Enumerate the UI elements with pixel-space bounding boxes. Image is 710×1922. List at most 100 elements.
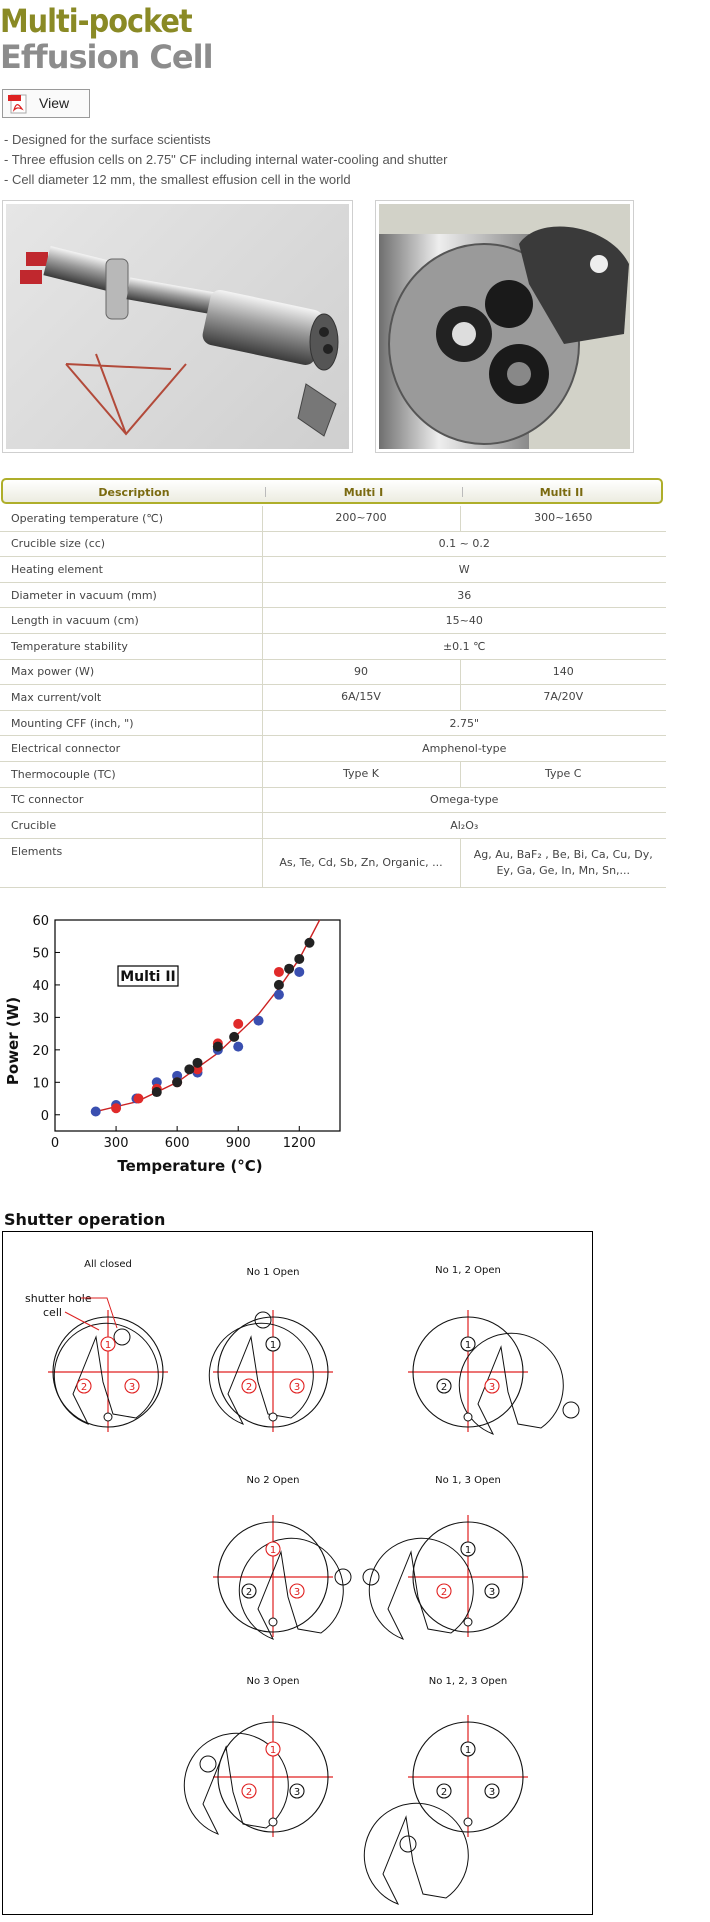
spec-value-m1: 200~700 bbox=[261, 506, 460, 532]
thermocouple-point bbox=[463, 1412, 473, 1422]
view-button-label: View bbox=[39, 95, 70, 111]
spec-description: Max current/volt bbox=[0, 684, 262, 711]
chart-plot-frame bbox=[54, 919, 341, 1132]
cell-number: 3 bbox=[489, 1787, 495, 1798]
effusion-cell-front-illustration bbox=[379, 204, 630, 449]
spec-row: Max power (W) 90 140 bbox=[0, 659, 666, 686]
data-point bbox=[273, 989, 284, 1000]
cell-circle bbox=[241, 1378, 257, 1394]
spec-description: TC connector bbox=[0, 787, 262, 814]
spec-value-m2: 140 bbox=[459, 659, 666, 686]
cell-number: 2 bbox=[246, 1787, 252, 1798]
shutter-hole bbox=[199, 1755, 217, 1773]
spec-value: Amphenol-type bbox=[261, 735, 666, 762]
y-tick-label: 20 bbox=[32, 1044, 49, 1059]
flange-circle bbox=[412, 1721, 524, 1833]
cell-circle bbox=[484, 1378, 500, 1394]
cell-circle bbox=[484, 1583, 500, 1599]
cell-number: 3 bbox=[489, 1587, 495, 1598]
spec-value: 2.75" bbox=[261, 710, 666, 737]
spec-row: Max current/volt 6A/15V 7A/20V bbox=[0, 684, 666, 711]
cell-number: 1 bbox=[465, 1340, 471, 1351]
feature-item: - Three effusion cells on 2.75" CF inclu… bbox=[4, 152, 448, 167]
spec-description: Thermocouple (TC) bbox=[0, 761, 262, 788]
shutter-hole bbox=[362, 1568, 380, 1586]
shutter-plate bbox=[183, 1732, 289, 1835]
header-multi-2: Multi II bbox=[539, 486, 584, 499]
spec-value-m2: 300~1650 bbox=[459, 506, 666, 532]
shutter-hole bbox=[113, 1328, 131, 1346]
flange-circle bbox=[52, 1316, 164, 1428]
shutter-panel: No 1, 2 Open 1 2 3 bbox=[408, 1265, 580, 1435]
cell-number: 3 bbox=[294, 1787, 300, 1798]
spec-value: Omega-type bbox=[261, 787, 666, 814]
cell-circle bbox=[265, 1741, 281, 1757]
view-pdf-button[interactable]: View bbox=[2, 89, 90, 118]
cell-circle bbox=[241, 1783, 257, 1799]
data-point bbox=[212, 1041, 223, 1052]
data-point bbox=[284, 963, 295, 974]
y-tick-label: 40 bbox=[32, 979, 49, 994]
data-point bbox=[184, 1064, 195, 1075]
data-point bbox=[133, 1093, 144, 1104]
effusion-cell-side-illustration bbox=[20, 245, 339, 437]
spec-description: Temperature stability bbox=[0, 633, 262, 660]
power-temperature-chart: 0 300 600 900 1200 0 10 20 30 40 50 60 Multi II Tem… bbox=[4, 914, 341, 1175]
data-point bbox=[253, 1015, 264, 1026]
feature-item: - Cell diameter 12 mm, the smallest effu… bbox=[4, 172, 351, 187]
cell-circle bbox=[460, 1541, 476, 1557]
shutter-hole bbox=[334, 1568, 352, 1586]
page-title-line2: Effusion Cell bbox=[0, 38, 214, 76]
spec-description: Operating temperature (℃) bbox=[0, 506, 262, 532]
spec-row: Heating element W bbox=[0, 556, 666, 583]
cell-label: cell bbox=[43, 1306, 62, 1319]
cell-circle bbox=[460, 1741, 476, 1757]
cell-circle bbox=[436, 1583, 452, 1599]
shutter-diagrams: All closed 1 2 3 No 1 Open 1 2 3 No 1, 2 Open 1 2 3… bbox=[25, 1259, 580, 1905]
data-point bbox=[151, 1087, 162, 1098]
shutter-hole bbox=[562, 1401, 580, 1419]
data-point bbox=[294, 966, 305, 977]
cell-circle bbox=[289, 1583, 305, 1599]
flange-circle bbox=[217, 1521, 329, 1633]
cell-circle bbox=[289, 1378, 305, 1394]
shutter-panel: All closed 1 2 3 bbox=[48, 1259, 168, 1432]
spec-row: Temperature stability ±0.1 ℃ bbox=[0, 633, 666, 660]
data-point bbox=[233, 1041, 244, 1052]
shutter-plate bbox=[368, 1537, 474, 1640]
chart-y-axis-label: Power (W) bbox=[4, 997, 22, 1085]
cell-circle bbox=[100, 1336, 116, 1352]
spec-row: TC connector Omega-type bbox=[0, 787, 666, 814]
feature-item: - Designed for the surface scientists bbox=[4, 132, 211, 147]
cell-circle bbox=[265, 1336, 281, 1352]
cell-circle bbox=[76, 1378, 92, 1394]
spec-description: Crucible size (cc) bbox=[0, 531, 262, 558]
shutter-panel: No 2 Open 1 2 3 bbox=[213, 1475, 352, 1640]
shutter-panel-label: No 1 Open bbox=[246, 1267, 299, 1278]
shutter-panel-label: No 2 Open bbox=[246, 1475, 299, 1486]
shutter-plate bbox=[208, 1322, 314, 1425]
cell-number: 2 bbox=[81, 1382, 87, 1393]
spec-value: 36 bbox=[261, 582, 666, 609]
spec-value-m1: 6A/15V bbox=[261, 684, 460, 711]
shutter-hole bbox=[399, 1835, 417, 1853]
spec-row: Crucible size (cc) 0.1 ~ 0.2 bbox=[0, 531, 666, 558]
cell-circle bbox=[460, 1336, 476, 1352]
spec-description: Diameter in vacuum (mm) bbox=[0, 582, 262, 609]
spec-value: Al₂O₃ bbox=[261, 812, 666, 839]
shutter-diagram-box: All closed 1 2 3 No 1 Open 1 2 3 No 1, 2 Open 1 2 3… bbox=[2, 1231, 593, 1915]
spec-value: 15~40 bbox=[261, 607, 666, 634]
thermocouple-point bbox=[268, 1617, 278, 1627]
cell-number: 3 bbox=[294, 1587, 300, 1598]
chart-annotation: Multi II bbox=[120, 969, 175, 985]
cell-number: 2 bbox=[441, 1382, 447, 1393]
x-tick-label: 900 bbox=[226, 1136, 251, 1151]
cell-number: 3 bbox=[489, 1382, 495, 1393]
data-point bbox=[233, 1018, 244, 1029]
product-photo-side bbox=[2, 200, 353, 453]
y-tick-label: 50 bbox=[32, 946, 49, 961]
data-point bbox=[111, 1103, 122, 1114]
spec-value-m1: 90 bbox=[261, 659, 460, 686]
data-point bbox=[273, 966, 284, 977]
shutter-panel: No 1 Open 1 2 3 bbox=[208, 1267, 333, 1432]
